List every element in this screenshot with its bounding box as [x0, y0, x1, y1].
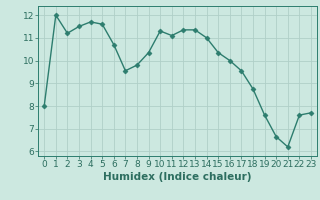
X-axis label: Humidex (Indice chaleur): Humidex (Indice chaleur) [103, 172, 252, 182]
